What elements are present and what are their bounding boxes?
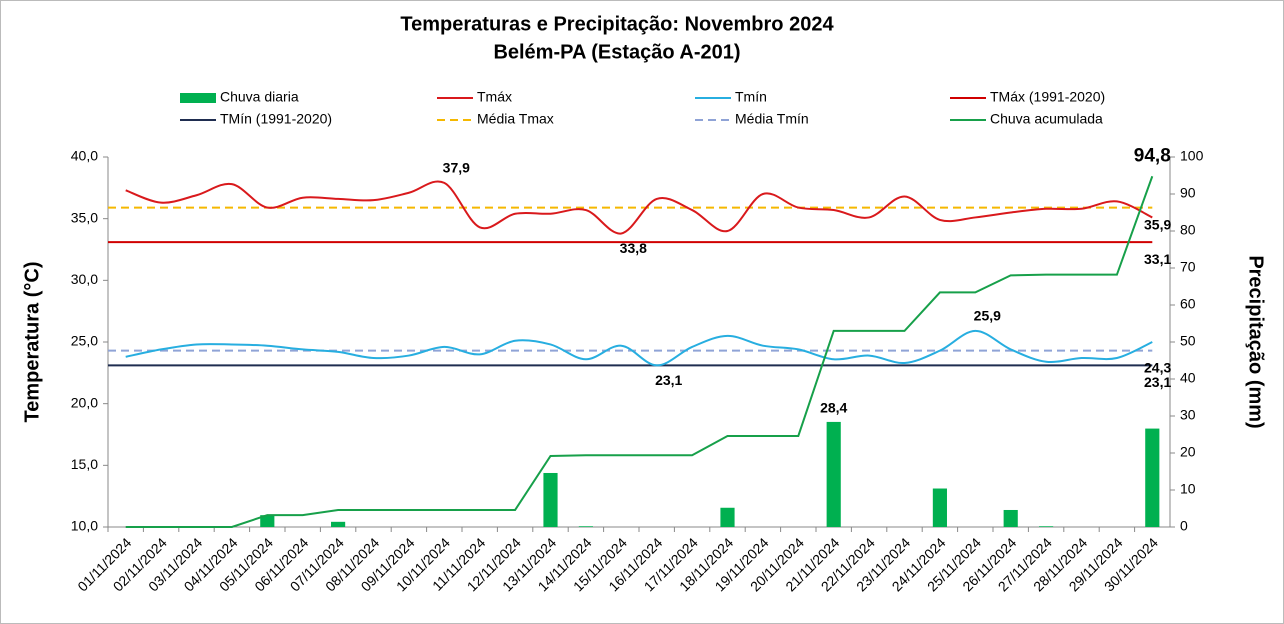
legend-label: Tmín — [735, 89, 767, 105]
y-tick-label: 20,0 — [71, 394, 98, 410]
y-tick-label: 35,0 — [71, 209, 98, 225]
data-label: 25,9 — [974, 308, 1001, 324]
y2-axis-title: Precipitação (mm) — [1245, 255, 1267, 428]
reference-label: 23,1 — [1144, 374, 1171, 390]
y2-tick-label: 100 — [1180, 148, 1204, 164]
legend-label: TMáx (1991-2020) — [990, 89, 1105, 105]
legend-label: Chuva acumulada — [990, 111, 1103, 127]
reference-label: 35,9 — [1144, 216, 1171, 232]
y2-tick-label: 60 — [1180, 296, 1196, 312]
y2-tick-label: 80 — [1180, 222, 1196, 238]
legend-label: Chuva diaria — [220, 89, 299, 105]
bar — [1003, 509, 1018, 527]
legend-swatch — [180, 93, 216, 103]
legend-label: Tmáx — [477, 89, 512, 105]
y2-tick-label: 0 — [1180, 518, 1188, 534]
line — [125, 175, 1154, 528]
y2-tick-label: 90 — [1180, 185, 1196, 201]
y-axis-title: Temperatura (°C) — [21, 262, 43, 423]
line — [125, 329, 1153, 367]
y2-tick-label: 70 — [1180, 259, 1196, 275]
bar — [1145, 428, 1160, 527]
bar — [543, 472, 558, 527]
data-label: 37,9 — [443, 160, 470, 176]
legend-label: Média Tmín — [735, 111, 809, 127]
y-tick-label: 40,0 — [71, 148, 98, 164]
bar — [932, 488, 947, 527]
reference-label: 24,3 — [1144, 359, 1171, 375]
y2-tick-label: 30 — [1180, 407, 1196, 423]
bar — [826, 421, 841, 527]
y2-tick-label: 40 — [1180, 370, 1196, 386]
bar — [578, 526, 593, 527]
y2-tick-label: 10 — [1180, 481, 1196, 497]
bar — [720, 507, 735, 527]
y-tick-label: 10,0 — [71, 518, 98, 534]
data-label: 28,4 — [820, 400, 847, 416]
reference-label: 33,1 — [1144, 251, 1171, 267]
data-label: 94,8 — [1134, 145, 1171, 166]
legend-label: TMín (1991-2020) — [220, 111, 332, 127]
chart-title: Temperaturas e Precipitação: Novembro 20… — [400, 13, 834, 35]
chart-subtitle: Belém-PA (Estação A-201) — [493, 41, 740, 63]
line — [125, 180, 1153, 235]
legend-label: Média Tmax — [477, 111, 554, 127]
bar — [1039, 526, 1054, 527]
y-tick-label: 25,0 — [71, 333, 98, 349]
y2-tick-label: 50 — [1180, 333, 1196, 349]
y-tick-label: 15,0 — [71, 456, 98, 472]
data-label: 33,8 — [620, 240, 647, 256]
y2-tick-label: 20 — [1180, 444, 1196, 460]
bar — [331, 521, 346, 527]
y-tick-label: 30,0 — [71, 271, 98, 287]
data-label: 23,1 — [655, 372, 682, 388]
bar — [260, 515, 275, 527]
